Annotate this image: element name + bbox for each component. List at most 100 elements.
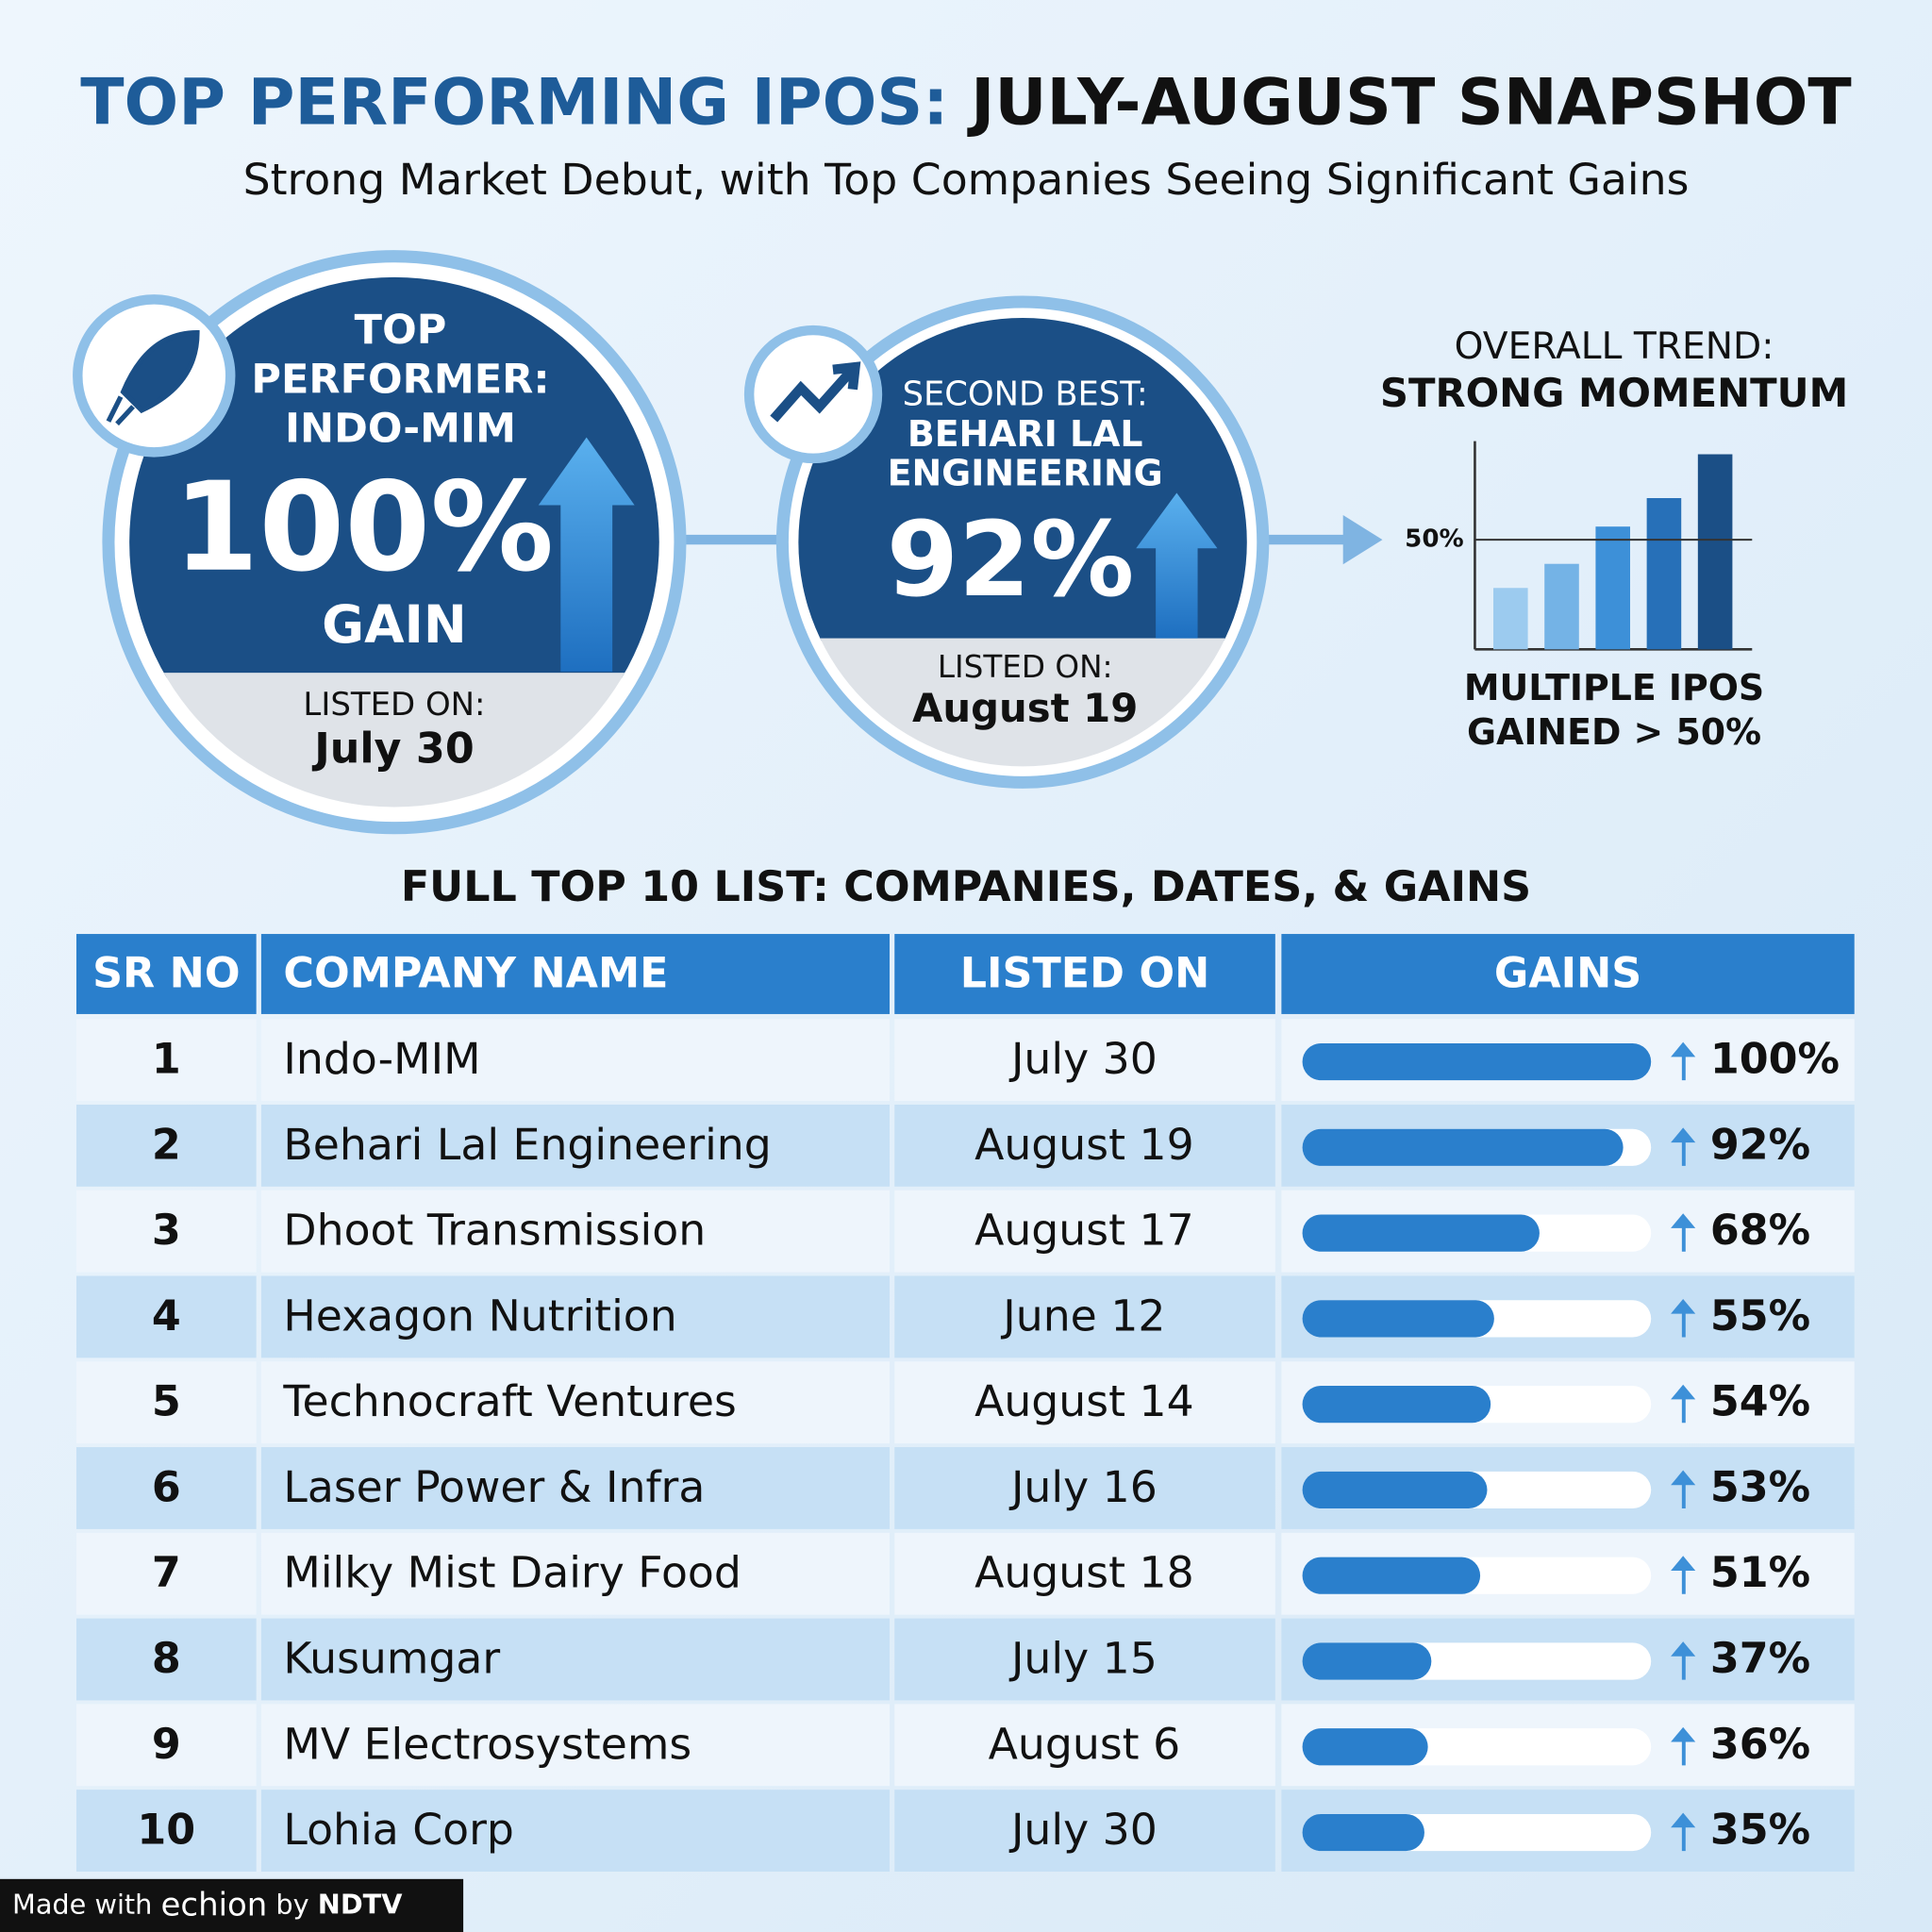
gain-bar bbox=[1302, 1128, 1624, 1166]
table-cell bbox=[75, 1790, 257, 1872]
table-cell bbox=[75, 1361, 257, 1444]
listed-date: August 17 bbox=[974, 1206, 1194, 1256]
listed-date: July 15 bbox=[1008, 1633, 1158, 1683]
listed-date: July 30 bbox=[311, 725, 475, 774]
listed-date: July 30 bbox=[1008, 1034, 1158, 1084]
hero-label: BEHARI LAL bbox=[908, 413, 1143, 455]
company-name: Dhoot Transmission bbox=[283, 1206, 706, 1256]
listed-date: July 16 bbox=[1008, 1462, 1158, 1512]
gain-bar bbox=[1302, 1300, 1494, 1338]
hero-label: PERFORMER: bbox=[251, 356, 549, 403]
gain-label: 36% bbox=[1710, 1721, 1810, 1769]
up-arrow bbox=[1671, 1556, 1696, 1594]
table-title: FULL TOP 10 LIST: COMPANIES, DATES, & GA… bbox=[401, 863, 1531, 911]
gain-bar bbox=[1302, 1471, 1488, 1509]
header-cell bbox=[260, 934, 891, 1014]
table-cell bbox=[260, 1019, 891, 1102]
table-cell bbox=[260, 1104, 891, 1187]
reference-label: 50% bbox=[1405, 525, 1464, 554]
listed-date: August 19 bbox=[974, 1120, 1194, 1170]
company-name: Hexagon Nutrition bbox=[283, 1291, 676, 1341]
listed-label: LISTED ON: bbox=[938, 649, 1113, 685]
listed-date: June 12 bbox=[1000, 1291, 1165, 1341]
table-cell bbox=[75, 1618, 257, 1701]
company-name: Technocraft Ventures bbox=[282, 1376, 736, 1426]
table-cell bbox=[894, 1361, 1275, 1444]
gain-label: 68% bbox=[1710, 1207, 1810, 1255]
table-cell bbox=[75, 1190, 257, 1273]
sr-no: 4 bbox=[152, 1292, 181, 1341]
sr-no: 9 bbox=[152, 1721, 181, 1769]
sr-no: 5 bbox=[152, 1378, 181, 1426]
trend-bar bbox=[1697, 454, 1733, 650]
company-name: Behari Lal Engineering bbox=[283, 1120, 771, 1170]
table-cell bbox=[894, 1019, 1275, 1102]
hero-label: ENGINEERING bbox=[888, 453, 1163, 494]
title: TOP PERFORMING IPOS: JULY-AUGUST SNAPSHO… bbox=[80, 65, 1852, 140]
column-header: GAINS bbox=[1494, 949, 1641, 997]
trend-bar bbox=[1493, 588, 1528, 650]
table-cell bbox=[260, 1704, 891, 1787]
company-name: Milky Mist Dairy Food bbox=[283, 1548, 741, 1598]
sr-no: 7 bbox=[152, 1549, 181, 1597]
sr-no: 8 bbox=[152, 1635, 181, 1683]
sr-no: 3 bbox=[152, 1207, 181, 1255]
table-cell bbox=[75, 1104, 257, 1187]
listed-date: August 18 bbox=[974, 1548, 1194, 1598]
listed-label: LISTED ON: bbox=[303, 686, 485, 724]
gain-label: 37% bbox=[1710, 1635, 1810, 1683]
gain-bar bbox=[1302, 1728, 1428, 1766]
table-cell bbox=[894, 1447, 1275, 1529]
company-name: Kusumgar bbox=[283, 1633, 500, 1683]
table-cell bbox=[75, 1275, 257, 1358]
table-cell bbox=[260, 1275, 891, 1358]
up-arrow bbox=[1671, 1641, 1696, 1680]
trend-title: OVERALL TREND: bbox=[1455, 325, 1774, 368]
trend-caption: GAINED > 50% bbox=[1467, 711, 1761, 753]
listed-date: August 14 bbox=[974, 1376, 1194, 1426]
table-cell bbox=[260, 1361, 891, 1444]
sr-no: 6 bbox=[152, 1463, 181, 1511]
up-arrow bbox=[1671, 1470, 1696, 1509]
trend-bar bbox=[1595, 526, 1630, 650]
rocket-icon bbox=[106, 330, 200, 426]
connector-arrow bbox=[1342, 514, 1383, 565]
listed-date: August 19 bbox=[912, 685, 1138, 731]
sr-no: 1 bbox=[152, 1036, 181, 1084]
hero-gain: 100% bbox=[174, 456, 555, 599]
table-cell bbox=[894, 1190, 1275, 1273]
up-arrow bbox=[1671, 1127, 1696, 1166]
listed-date: July 30 bbox=[1008, 1805, 1158, 1855]
trend-bar bbox=[1544, 563, 1579, 650]
hero-label: INDO-MIM bbox=[285, 406, 516, 453]
gain-bar bbox=[1302, 1386, 1491, 1424]
column-header: LISTED ON bbox=[960, 949, 1210, 997]
gain-bar bbox=[1302, 1813, 1424, 1852]
up-arrow bbox=[1671, 1041, 1696, 1081]
trend-title: STRONG MOMENTUM bbox=[1380, 370, 1848, 416]
gain-bar bbox=[1302, 1214, 1540, 1252]
up-arrow bbox=[1671, 1298, 1696, 1338]
company-name: MV Electrosystems bbox=[283, 1719, 691, 1769]
gain-bar bbox=[1302, 1557, 1481, 1594]
company-name: Indo-MIM bbox=[283, 1034, 480, 1084]
up-arrow bbox=[1671, 1812, 1696, 1852]
gain-label: 35% bbox=[1710, 1807, 1810, 1855]
footer-bg bbox=[0, 1878, 464, 1932]
hero-label: TOP bbox=[355, 307, 447, 354]
gain-label: 92% bbox=[1710, 1121, 1810, 1169]
sr-no: 2 bbox=[152, 1121, 181, 1169]
trend-icon bbox=[770, 361, 861, 423]
footer-text: Made with echion by NDTV bbox=[12, 1886, 403, 1924]
gain-label: 55% bbox=[1710, 1292, 1810, 1341]
company-name: Laser Power & Infra bbox=[283, 1462, 705, 1512]
company-name: Lohia Corp bbox=[283, 1805, 514, 1855]
trend-caption: MULTIPLE IPOS bbox=[1464, 667, 1764, 708]
table-cell bbox=[75, 1532, 257, 1615]
table-cell bbox=[260, 1190, 891, 1273]
up-arrow bbox=[1671, 1726, 1696, 1766]
table-cell bbox=[260, 1618, 891, 1701]
subtitle: Strong Market Debut, with Top Companies … bbox=[243, 155, 1690, 205]
gain-label: 100% bbox=[1710, 1036, 1840, 1084]
